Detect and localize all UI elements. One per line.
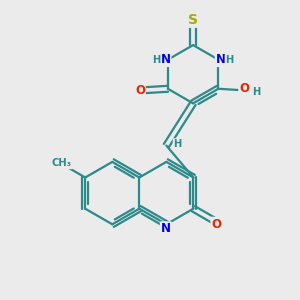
Text: H: H	[252, 87, 260, 97]
Text: O: O	[239, 82, 249, 95]
Text: O: O	[211, 218, 221, 231]
Text: N: N	[161, 222, 171, 235]
Text: S: S	[188, 13, 198, 27]
Text: O: O	[135, 84, 145, 97]
Text: H: H	[226, 55, 234, 65]
Text: H: H	[173, 139, 182, 149]
Text: N: N	[160, 53, 170, 66]
Text: H: H	[152, 55, 161, 65]
Text: N: N	[216, 53, 226, 66]
Text: CH₃: CH₃	[52, 158, 72, 168]
